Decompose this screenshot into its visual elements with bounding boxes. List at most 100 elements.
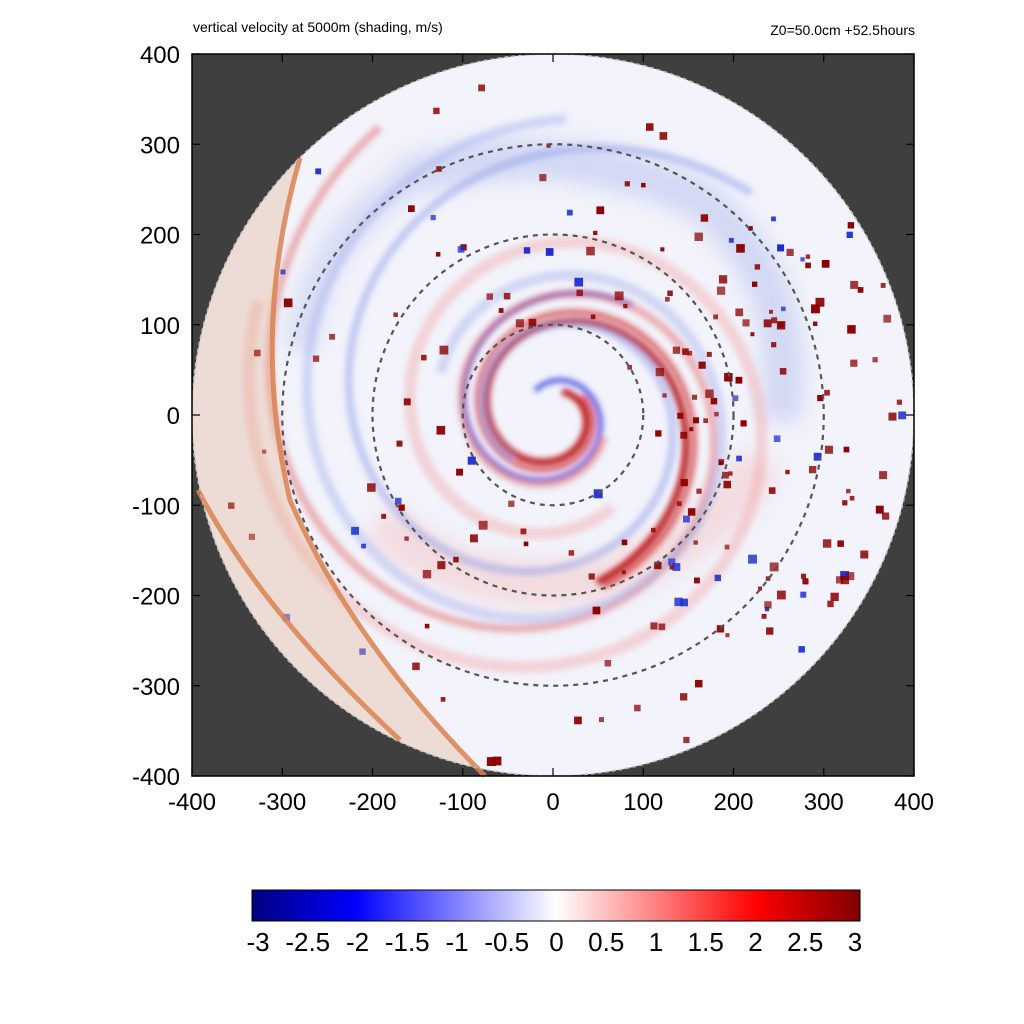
convective-cell: [669, 565, 674, 570]
outer-rainband: [242, 236, 768, 674]
convective-cell: [593, 230, 598, 236]
convective-cell: [655, 368, 664, 377]
convective-cell: [621, 570, 626, 575]
convective-cell: [412, 662, 420, 671]
convective-cell: [408, 205, 415, 212]
convective-cell: [683, 515, 690, 523]
convective-cell: [857, 287, 864, 293]
convective-cell: [422, 570, 432, 579]
colorbar: [251, 889, 861, 922]
colorbar-labels: -3 -2.5 -2 -1.5 -1 -0.5 0 0.5 1 1.5 2 2.5 3: [246, 927, 862, 957]
convective-cell: [805, 262, 811, 269]
convective-cell: [614, 291, 624, 301]
convective-cell: [752, 281, 758, 287]
colorbar-tick-label: 2.5: [787, 927, 823, 957]
convective-cell: [676, 501, 682, 507]
convective-cell: [672, 563, 681, 571]
y-tick-label: 400: [140, 42, 180, 69]
convective-cell: [528, 318, 537, 327]
convective-cell: [677, 412, 684, 419]
land-boundary-outer: [195, 488, 402, 742]
convective-cell: [802, 578, 809, 585]
convective-cell: [672, 346, 680, 354]
land-boundary-inner: [269, 157, 487, 778]
y-tick-label: -100: [132, 493, 180, 520]
colorbar-tick-label: 3: [848, 927, 862, 957]
convective-cell: [713, 314, 718, 320]
convective-cell: [596, 206, 605, 215]
convective-cell: [312, 355, 320, 362]
convective-cell: [359, 648, 366, 655]
y-tick-label: 100: [140, 313, 180, 340]
convective-cell: [539, 174, 547, 182]
convective-cell: [714, 411, 719, 417]
convective-cell: [439, 345, 449, 355]
convective-cell: [456, 468, 463, 476]
outer-downdraft-band-spiral: [301, 113, 727, 624]
convective-cell: [777, 590, 786, 600]
convective-cell: [586, 246, 595, 256]
y-tick-label: -300: [132, 674, 180, 701]
convective-cell: [508, 500, 515, 507]
convective-cell: [436, 425, 446, 435]
convective-cell: [680, 431, 688, 439]
convective-cell: [824, 445, 833, 454]
convective-cell: [566, 209, 573, 216]
x-tick-label: 100: [623, 789, 663, 816]
colorbar-tick-label: -1: [445, 927, 468, 957]
convective-cell: [718, 275, 728, 284]
convective-cell: [768, 487, 776, 494]
convective-cell: [779, 368, 787, 375]
convective-cell: [280, 269, 286, 275]
convective-cell: [574, 716, 582, 725]
convective-cells: [228, 84, 907, 766]
convective-cell: [781, 306, 786, 312]
convective-cell: [478, 84, 485, 92]
convective-cell: [723, 480, 731, 489]
convective-cell: [777, 244, 785, 252]
convective-cell: [568, 550, 575, 556]
convective-cell: [398, 504, 405, 511]
convective-cell: [627, 365, 632, 370]
convective-cell: [692, 394, 698, 400]
convective-cell: [742, 319, 750, 327]
convective-cell: [435, 252, 441, 257]
convective-cell: [604, 660, 612, 667]
convective-cell: [860, 550, 869, 559]
convective-cell: [592, 606, 601, 615]
convective-cell: [576, 289, 583, 297]
convective-cell: [421, 354, 427, 361]
x-tick-label: 300: [804, 789, 844, 816]
colorbar-tick-label: -3: [246, 927, 269, 957]
convective-cell: [822, 539, 832, 548]
convective-cell: [724, 544, 730, 550]
convective-cell: [728, 237, 734, 243]
convective-cell: [574, 277, 584, 287]
convective-cell: [453, 556, 459, 563]
y-tick-label: 0: [167, 403, 180, 430]
convective-cell: [700, 214, 709, 222]
convective-cell: [765, 576, 771, 581]
ring-300: [281, 143, 825, 687]
x-tick-label: 0: [546, 789, 559, 816]
convective-cell: [732, 395, 739, 402]
convective-cell: [687, 508, 696, 516]
convective-cell: [492, 756, 502, 766]
convective-cell: [545, 248, 554, 256]
convective-cell: [667, 290, 673, 296]
convective-cell: [641, 182, 646, 188]
convective-cell: [658, 623, 666, 631]
convective-cell: [872, 357, 878, 363]
convective-cell: [440, 697, 446, 702]
convective-cell: [546, 143, 551, 148]
convective-cell: [698, 361, 706, 369]
broad-downdraft-band: [393, 139, 804, 423]
x-tick-label: 400: [894, 789, 934, 816]
convective-cell: [764, 607, 770, 612]
chart-subtitle: Z0=50.0cm +52.5hours: [770, 22, 915, 38]
convective-cell: [687, 350, 693, 356]
convective-cell: [748, 554, 757, 564]
convective-cell: [811, 304, 820, 314]
convective-cell: [817, 395, 824, 402]
convective-cell: [847, 325, 856, 334]
